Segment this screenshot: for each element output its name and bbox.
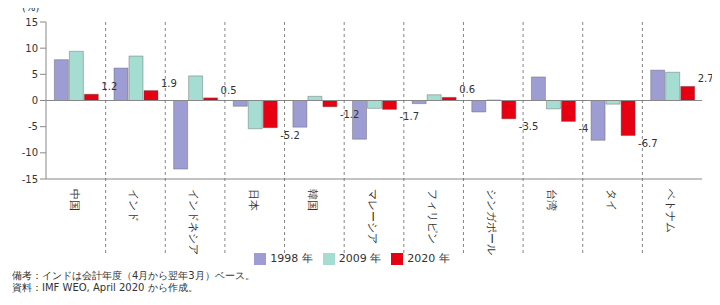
svg-text:-5.2: -5.2 [280,130,300,141]
svg-text:0: 0 [32,95,38,106]
svg-text:フィリピン: フィリピン [426,189,439,244]
svg-text:1.9: 1.9 [161,78,177,89]
html-text:2009 年: 2009 年 [338,252,382,265]
svg-text:-15: -15 [22,174,38,185]
svg-text:0.6: 0.6 [459,84,475,95]
svg-text:-3.5: -3.5 [519,121,539,132]
svg-text:0.5: 0.5 [221,85,237,96]
svg-text:-5: -5 [28,121,38,132]
svg-text:10: 10 [25,43,38,54]
svg-text:2.7: 2.7 [698,73,712,84]
svg-text:台湾: 台湾 [545,189,558,211]
html-text:資料：IMF WEO, April 2020 から作成。: 資料：IMF WEO, April 2020 から作成。 [12,282,198,293]
svg-text:タイ: タイ [605,189,618,211]
html-text:1998 年: 1998 年 [270,252,313,265]
html-text:2020 年: 2020 年 [407,252,450,265]
svg-text:-1.7: -1.7 [400,111,420,122]
svg-text:中国: 中国 [68,189,81,211]
svg-text:日本: 日本 [247,189,260,211]
svg-text:マレーシア: マレーシア [366,189,379,244]
svg-text:-4: -4 [578,123,588,134]
svg-text:シンガポール: シンガポール [485,189,498,255]
svg-text:-1.2: -1.2 [340,109,360,120]
svg-text:1.2: 1.2 [101,81,117,92]
svg-text:ベトナム: ベトナム [664,189,677,233]
svg-text:15: 15 [25,17,38,28]
html-text:備考：インドは会計年度（4月から翌年3月）ベース。: 備考：インドは会計年度（4月から翌年3月）ベース。 [12,270,255,281]
svg-text:5: 5 [32,69,38,80]
svg-text:韓国: 韓国 [306,189,319,211]
svg-text:インドネシア: インドネシア [187,189,200,255]
svg-text:インド: インド [127,189,140,222]
svg-text:-6.7: -6.7 [638,138,658,149]
svg-text:-10: -10 [22,147,38,158]
